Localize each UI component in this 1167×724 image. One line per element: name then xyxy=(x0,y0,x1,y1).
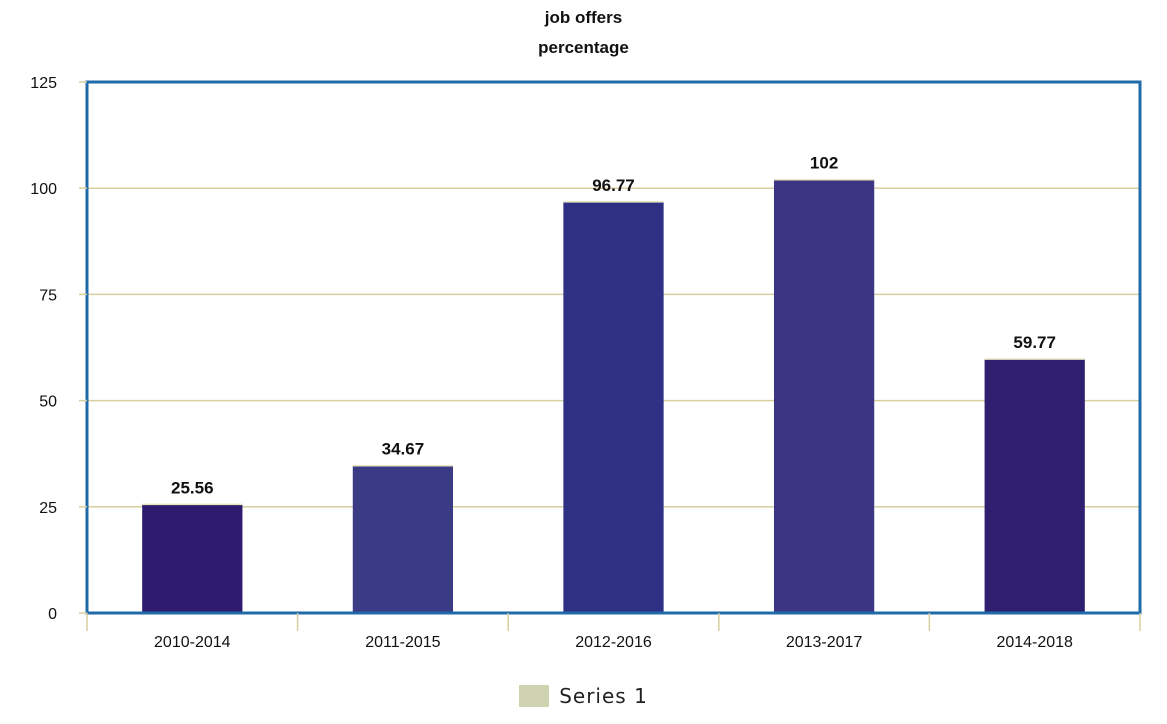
x-tick-label: 2012-2016 xyxy=(575,634,652,651)
data-label: 102 xyxy=(810,154,838,173)
data-label: 59.77 xyxy=(1013,333,1056,352)
data-label: 25.56 xyxy=(171,478,214,497)
chart-title-line-1: job offers xyxy=(544,8,623,27)
bar-2010-2014 xyxy=(142,504,243,613)
bar-2013-2017 xyxy=(773,179,875,614)
y-tick-label: 100 xyxy=(30,181,57,198)
y-tick-label: 0 xyxy=(48,606,57,623)
x-tick-label: 2011-2015 xyxy=(365,634,440,651)
x-tick-label: 2013-2017 xyxy=(786,634,863,651)
data-label: 96.77 xyxy=(592,176,635,195)
x-tick-label: 2014-2018 xyxy=(996,634,1073,651)
chart-title-line-2: percentage xyxy=(538,38,629,57)
frame-layer xyxy=(85,80,1142,615)
data-label: 34.67 xyxy=(382,440,425,459)
bar-2014-2018 xyxy=(984,359,1085,613)
bar-2011-2015 xyxy=(352,465,454,613)
y-tick-label: 75 xyxy=(39,287,57,304)
y-tick-label: 125 xyxy=(30,75,57,92)
ticks-layer xyxy=(79,81,1141,631)
labels-layer: 0 25 50 75 100 125 25.56 2010-2014 34.67 2011-201… xyxy=(30,75,1073,651)
legend-swatch xyxy=(519,685,550,707)
bars-layer xyxy=(142,178,1085,614)
y-tick-label: 50 xyxy=(39,394,57,411)
y-tick-label: 25 xyxy=(39,500,57,517)
plot-frame xyxy=(85,80,1142,615)
legend: Series 1 xyxy=(0,684,1167,708)
bar-2012-2016 xyxy=(563,201,664,614)
x-tick-label: 2010-2014 xyxy=(154,634,231,651)
legend-label: Series 1 xyxy=(559,684,648,708)
